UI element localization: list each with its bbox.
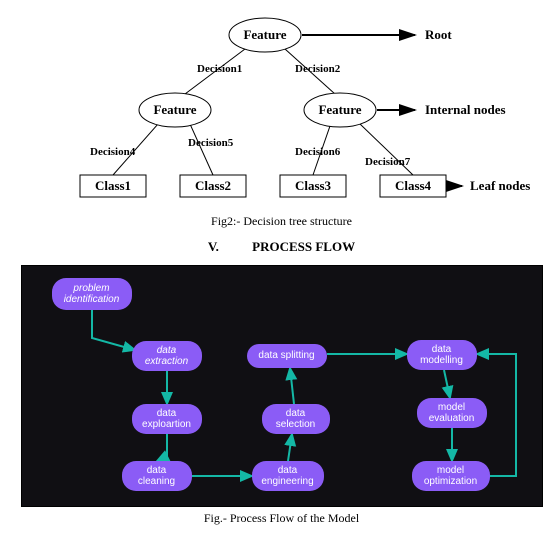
flow-node-n2: data extraction [132, 341, 202, 371]
process-flow-canvas: problem identification data extraction dat… [21, 265, 543, 507]
flow-caption: Fig.- Process Flow of the Model [10, 511, 543, 526]
section-heading: V. PROCESS FLOW [10, 239, 543, 255]
svg-text:Internal nodes: Internal nodes [425, 102, 506, 117]
svg-text:Leaf nodes: Leaf nodes [470, 178, 530, 193]
svg-text:Feature: Feature [243, 27, 286, 42]
section-roman: V. [208, 239, 219, 255]
decision-tree-figure: Decision1 Decision2 Decision4 Decision5 Deci… [10, 10, 543, 229]
svg-text:Class3: Class3 [295, 178, 332, 193]
svg-text:Class1: Class1 [95, 178, 131, 193]
svg-text:Decision6: Decision6 [295, 146, 341, 158]
flow-node-n7: data splitting [247, 344, 327, 368]
svg-text:Class4: Class4 [395, 178, 432, 193]
svg-text:Decision7: Decision7 [365, 156, 411, 168]
svg-text:Class2: Class2 [195, 178, 231, 193]
flow-node-n6: data selection [262, 404, 330, 434]
flow-node-n5: data engineering [252, 461, 324, 491]
decision-tree-svg: Decision1 Decision2 Decision4 Decision5 Deci… [20, 10, 543, 210]
section-title: PROCESS FLOW [252, 239, 355, 254]
svg-text:Decision4: Decision4 [90, 146, 136, 158]
process-flow-figure: problem identification data extraction dat… [10, 265, 543, 526]
flow-node-n9: model evaluation [417, 398, 487, 428]
flow-node-n10: model optimization [412, 461, 490, 491]
flow-node-n3: data exploartion [132, 404, 202, 434]
svg-text:Feature: Feature [318, 102, 361, 117]
flow-node-n8: data modelling [407, 340, 477, 370]
flow-node-n1: problem identification [52, 278, 132, 310]
svg-text:Decision1: Decision1 [197, 63, 242, 75]
svg-text:Feature: Feature [153, 102, 196, 117]
flow-node-n4: data cleaning [122, 461, 192, 491]
svg-text:Decision5: Decision5 [188, 137, 234, 149]
tree-caption: Fig2:- Decision tree structure [10, 214, 543, 229]
svg-text:Decision2: Decision2 [295, 63, 341, 75]
svg-text:Root: Root [425, 27, 452, 42]
